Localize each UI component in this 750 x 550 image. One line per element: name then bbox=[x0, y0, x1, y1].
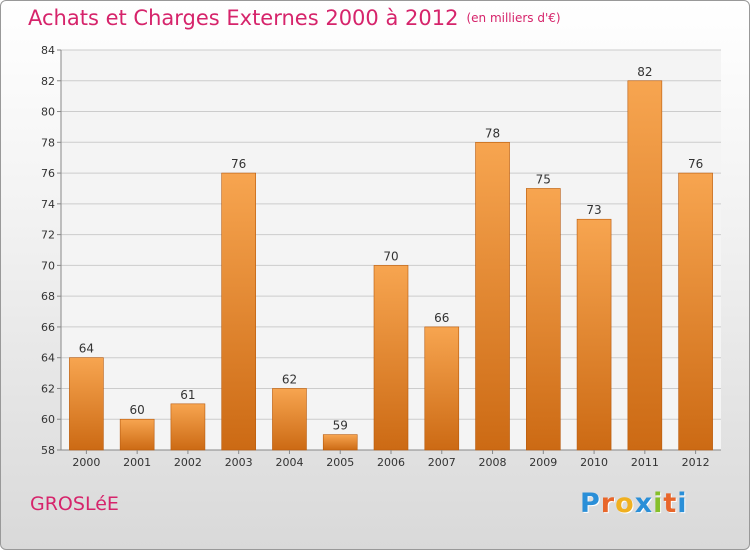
y-tick-label: 76 bbox=[41, 167, 55, 180]
x-tick-label: 2008 bbox=[479, 456, 507, 469]
bar bbox=[170, 403, 206, 451]
y-tick-label: 58 bbox=[41, 444, 55, 457]
y-tick-label: 60 bbox=[41, 413, 55, 426]
bar-value-label: 66 bbox=[434, 311, 449, 325]
bar-value-label: 61 bbox=[180, 388, 195, 402]
x-tick-label: 2006 bbox=[377, 456, 405, 469]
bar-value-label: 75 bbox=[536, 172, 551, 186]
y-tick-label: 74 bbox=[41, 198, 55, 211]
bar bbox=[475, 142, 510, 451]
bar bbox=[576, 218, 612, 451]
bar-value-label: 59 bbox=[333, 419, 348, 433]
logo-letter: i bbox=[653, 488, 664, 519]
y-tick-label: 80 bbox=[41, 106, 55, 119]
y-tick-label: 64 bbox=[41, 352, 55, 365]
x-tick-label: 2009 bbox=[529, 456, 557, 469]
x-tick-label: 2012 bbox=[682, 456, 710, 469]
bar-value-label: 60 bbox=[130, 403, 145, 417]
x-tick-label: 2005 bbox=[326, 456, 354, 469]
logo-letter: P bbox=[580, 488, 601, 519]
y-tick-label: 68 bbox=[41, 290, 55, 303]
proxiti-logo: Proxiti bbox=[580, 488, 688, 519]
bar bbox=[322, 434, 358, 451]
chart-subtitle: (en milliers d'€) bbox=[466, 11, 561, 25]
y-tick-label: 84 bbox=[41, 44, 55, 57]
bar bbox=[272, 388, 307, 451]
bar-value-label: 62 bbox=[282, 372, 297, 386]
logo-letter: r bbox=[600, 488, 616, 519]
y-tick-label: 66 bbox=[41, 321, 55, 334]
logo-letter: x bbox=[634, 488, 654, 519]
bar bbox=[526, 188, 561, 451]
bar-value-label: 82 bbox=[637, 65, 652, 79]
place-name: GROSLéE bbox=[30, 493, 119, 515]
chart-title: Achats et Charges Externes 2000 à 2012 (e… bbox=[28, 6, 561, 30]
bar bbox=[373, 265, 409, 451]
bar bbox=[678, 172, 713, 451]
bar-value-label: 64 bbox=[79, 342, 94, 356]
title-text: Achats et Charges Externes 2000 à 2012 bbox=[28, 6, 459, 30]
bar-value-label: 70 bbox=[383, 249, 398, 263]
y-tick-label: 62 bbox=[41, 382, 55, 395]
x-tick-label: 2011 bbox=[631, 456, 659, 469]
y-tick-label: 78 bbox=[41, 136, 55, 149]
y-tick-label: 72 bbox=[41, 229, 55, 242]
bar bbox=[424, 326, 460, 451]
bar-value-label: 76 bbox=[231, 157, 246, 171]
bar bbox=[221, 172, 256, 451]
bar bbox=[119, 418, 155, 451]
logo-letter: o bbox=[615, 488, 635, 519]
x-tick-label: 2003 bbox=[225, 456, 253, 469]
bar-value-label: 78 bbox=[485, 126, 500, 140]
logo-letter: t bbox=[663, 488, 678, 519]
x-tick-label: 2000 bbox=[72, 456, 100, 469]
bar bbox=[627, 80, 663, 451]
bar-value-label: 73 bbox=[586, 203, 601, 217]
logo-letter: i bbox=[677, 488, 688, 519]
x-tick-label: 2002 bbox=[174, 456, 202, 469]
x-tick-label: 2004 bbox=[275, 456, 303, 469]
x-tick-label: 2007 bbox=[428, 456, 456, 469]
y-tick-label: 82 bbox=[41, 75, 55, 88]
bar-value-label: 76 bbox=[688, 157, 703, 171]
x-tick-label: 2010 bbox=[580, 456, 608, 469]
x-tick-label: 2001 bbox=[123, 456, 151, 469]
y-tick-label: 70 bbox=[41, 259, 55, 272]
bar bbox=[69, 357, 104, 451]
